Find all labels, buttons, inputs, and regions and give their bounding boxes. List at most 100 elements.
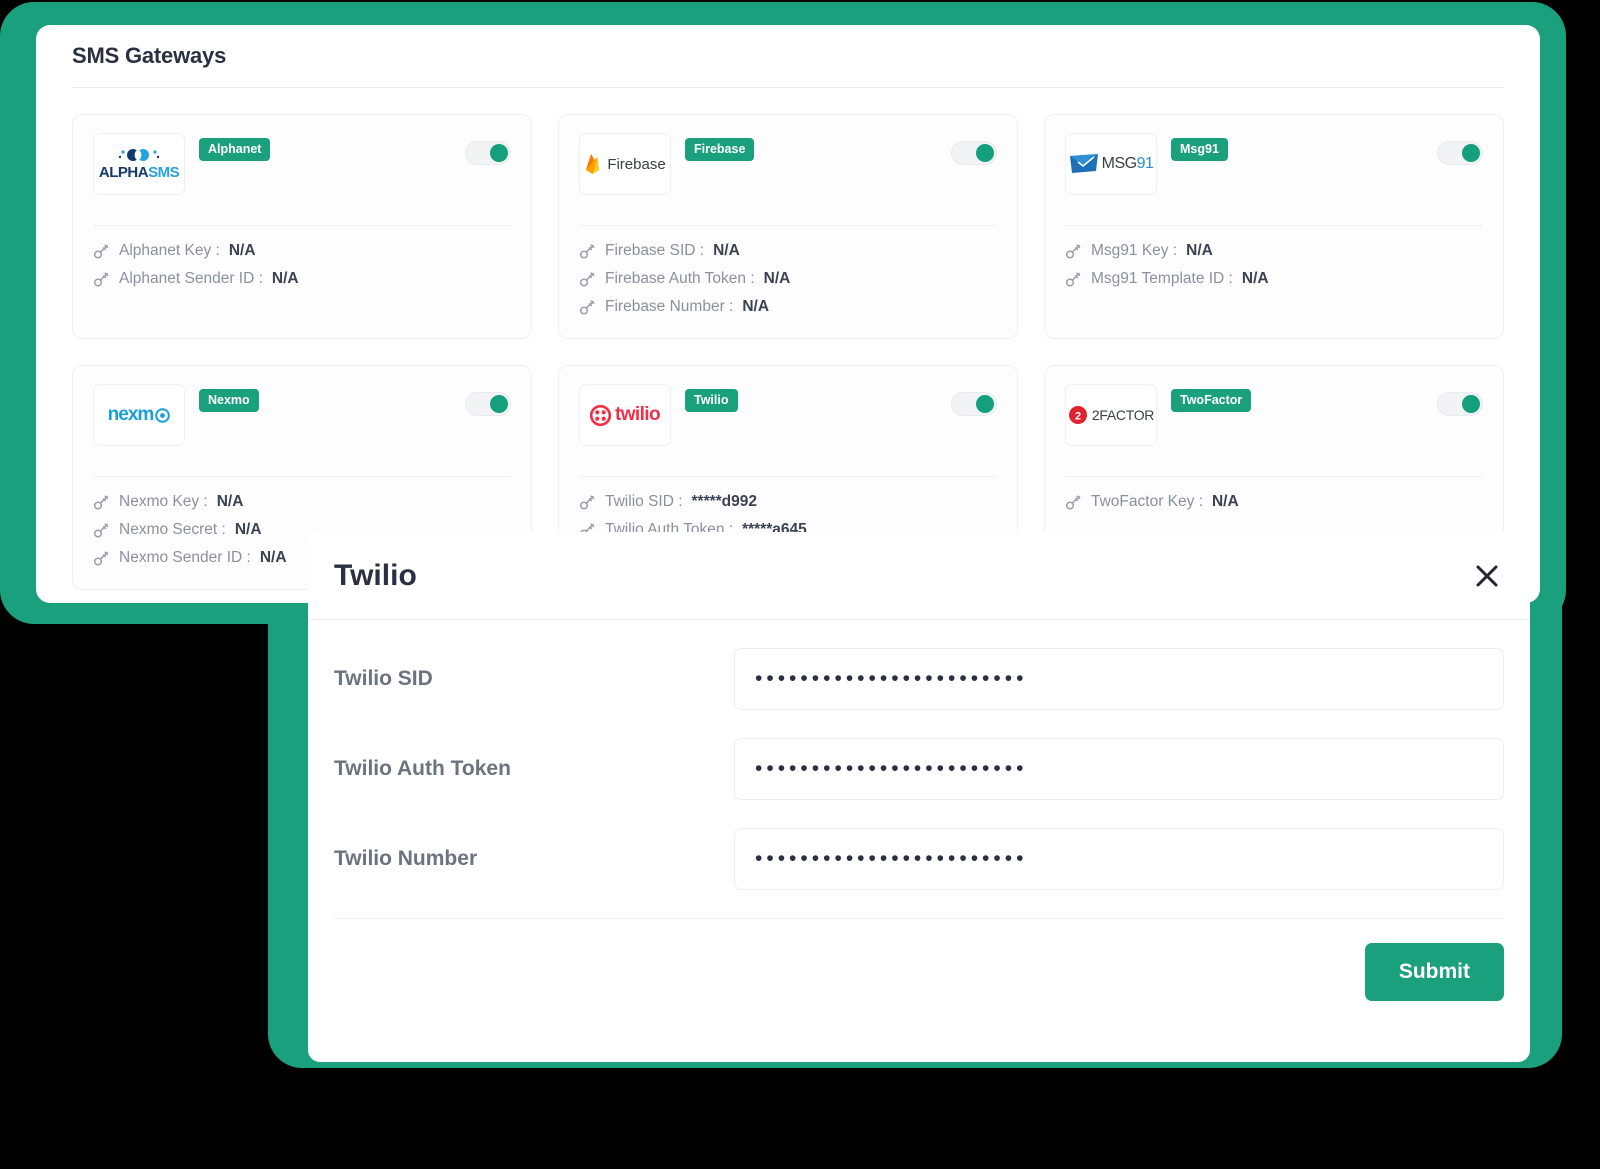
gateway-detail-value: N/A [1211,493,1239,510]
gateway-card-divider [93,476,511,477]
gateway-card-header: Firebase Firebase [579,133,997,211]
gateway-badge: Alphanet [199,138,271,161]
gateway-card-header: ALPHASMS Alphanet [93,133,511,211]
gateway-detail-value: N/A [763,270,791,287]
gateway-card-header: 2 2FACTOR TwoFactor [1065,384,1483,462]
gateway-detail-label: Nexmo Secret : [119,521,226,538]
gateway-card-header: twilio Twilio [579,384,997,462]
gateway-detail-label: Alphanet Sender ID : [119,270,263,287]
twilio-toggle[interactable] [951,392,997,416]
gateway-card-divider [579,476,997,477]
key-icon [579,243,595,259]
gateway-details: Firebase SID : N/A Firebase Auth Token : N/… [579,242,997,316]
gateway-detail-label: Firebase Auth Token : [605,270,755,287]
gateway-detail-label: TwoFactor Key : [1091,493,1203,510]
gateway-card-header: nexm Nexmo [93,384,511,462]
panel-header: SMS Gateways [36,25,1540,87]
gateway-badge: Twilio [685,389,738,412]
svg-text:2: 2 [1075,411,1081,423]
twilio-logo: twilio [579,384,671,446]
msg91-logo: MSG91 [1065,133,1157,195]
key-icon [93,550,109,566]
key-icon [579,299,595,315]
gateway-detail-value: N/A [228,242,256,259]
gateway-card-divider [1065,225,1483,226]
close-icon[interactable] [1470,559,1504,593]
toggle-knob [976,395,994,413]
modal-footer: Submit [334,918,1504,1001]
gateway-detail-row: Firebase Auth Token : N/A [579,270,997,288]
gateway-badge: TwoFactor [1171,389,1252,412]
toggle-knob [976,144,994,162]
key-icon [1065,494,1081,510]
form-row: Twilio Number •••••••••••••••••••••••• [334,828,1504,890]
gateway-details: Alphanet Key : N/A Alphanet Sender ID : N/A [93,242,511,288]
gateway-detail-label: Msg91 Key : [1091,242,1178,259]
key-icon [93,243,109,259]
gateway-details: TwoFactor Key : N/A [1065,493,1483,511]
firebase-logo: Firebase [579,133,671,195]
form-row: Twilio Auth Token •••••••••••••••••••••••… [334,738,1504,800]
gateway-detail-value: *****d992 [691,493,758,510]
gateway-badge: Nexmo [199,389,259,412]
twofactor-toggle[interactable] [1437,392,1483,416]
gateway-detail-value: N/A [216,493,244,510]
gateway-card-divider [1065,476,1483,477]
gateway-detail-value: N/A [259,549,287,566]
gateway-detail-value: N/A [1241,270,1269,287]
msg91-toggle[interactable] [1437,141,1483,165]
gateway-detail-label: Twilio SID : [605,493,683,510]
gateway-detail-value: N/A [271,270,299,287]
gateway-card[interactable]: Firebase Firebase Firebase SID : N/A Firebas… [558,114,1018,339]
gateway-detail-label: Firebase Number : [605,298,734,315]
gateway-details: Nexmo Key : N/A Nexmo Secret : N/A Nexmo Sen… [93,493,511,567]
gateway-detail-value: N/A [234,521,262,538]
gateway-detail-label: Msg91 Template ID : [1091,270,1233,287]
gateway-badge: Firebase [685,138,755,161]
key-icon [93,522,109,538]
sms-gateways-panel: SMS Gateways ALPHASMS Alphanet Alphanet Ke… [36,25,1540,603]
field-label: Twilio SID [334,667,433,690]
gateway-detail-label: Firebase SID : [605,242,705,259]
gateway-cards-grid: ALPHASMS Alphanet Alphanet Key : N/A Alphane… [36,88,1540,603]
gateway-detail-value: N/A [742,298,770,315]
firebase-toggle[interactable] [951,141,997,165]
gateway-card[interactable]: ALPHASMS Alphanet Alphanet Key : N/A Alphane… [72,114,532,339]
alphanet-toggle[interactable] [465,141,511,165]
submit-button[interactable]: Submit [1364,943,1504,1001]
modal-body: Twilio SID •••••••••••••••••••••••• Twilio… [308,620,1530,890]
twofactor-logo: 2 2FACTOR [1065,384,1157,446]
gateway-detail-row: Nexmo Secret : N/A [93,521,511,539]
gateway-detail-label: Alphanet Key : [119,242,220,259]
gateway-badge: Msg91 [1171,138,1228,161]
field-label: Twilio Number [334,847,478,870]
gateway-detail-row: Alphanet Sender ID : N/A [93,270,511,288]
nexmo-toggle[interactable] [465,392,511,416]
gateway-detail-row: Alphanet Key : N/A [93,242,511,260]
twilio-sid-input[interactable]: •••••••••••••••••••••••• [734,648,1504,710]
gateway-detail-row: Firebase SID : N/A [579,242,997,260]
gateway-card-header: MSG91 Msg91 [1065,133,1483,211]
nexmo-logo: nexm [93,384,185,446]
key-icon [579,494,595,510]
gateway-detail-row: Msg91 Template ID : N/A [1065,270,1483,288]
twilio-auth-token-input[interactable]: •••••••••••••••••••••••• [734,738,1504,800]
page-title: SMS Gateways [72,43,227,68]
gateway-detail-value: N/A [1186,242,1213,259]
twilio-settings-modal: Twilio Twilio SID •••••••••••••••••••••••… [308,532,1530,1062]
gateway-detail-label: Nexmo Key : [119,493,208,510]
toggle-knob [1462,144,1480,162]
header-divider [72,87,1504,88]
gateway-card[interactable]: MSG91 Msg91 Msg91 Key : N/A Msg91 Template I… [1044,114,1504,339]
key-icon [93,494,109,510]
gateway-detail-value: N/A [713,242,740,259]
toggle-knob [1462,395,1480,413]
field-label: Twilio Auth Token [334,757,511,780]
twilio-number-input[interactable]: •••••••••••••••••••••••• [734,828,1504,890]
gateway-detail-row: TwoFactor Key : N/A [1065,493,1483,511]
form-row: Twilio SID •••••••••••••••••••••••• [334,648,1504,710]
key-icon [93,271,109,287]
key-icon [579,271,595,287]
key-icon [1065,243,1081,259]
